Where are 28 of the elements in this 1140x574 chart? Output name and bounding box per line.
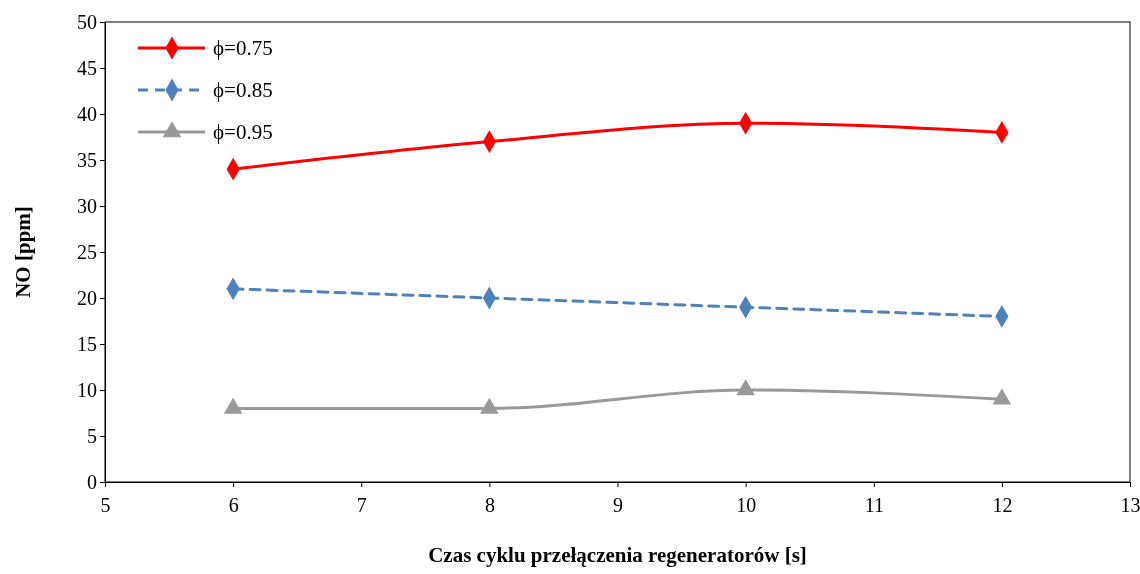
x-tick-label: 7 bbox=[356, 494, 367, 516]
y-tick-label: 50 bbox=[77, 10, 97, 33]
y-tick-label: 15 bbox=[77, 332, 97, 355]
x-tick-label: 12 bbox=[992, 494, 1013, 516]
y-tick-label: 40 bbox=[77, 102, 97, 125]
y-tick-label: 20 bbox=[77, 286, 97, 309]
x-tick-label: 8 bbox=[484, 494, 495, 516]
x-tick-label: 10 bbox=[736, 494, 757, 516]
y-tick-label: 35 bbox=[77, 148, 97, 171]
legend-label: ϕ=0.95 bbox=[213, 120, 273, 144]
y-tick-label: 30 bbox=[77, 194, 97, 217]
x-tick-label: 13 bbox=[1120, 494, 1140, 516]
x-tick-label: 6 bbox=[228, 494, 239, 516]
x-tick-label: 11 bbox=[864, 494, 884, 516]
point bbox=[736, 379, 755, 396]
point bbox=[992, 388, 1012, 405]
point bbox=[223, 397, 243, 414]
legend-label: ϕ=0.85 bbox=[213, 78, 273, 102]
y-tick-label: 0 bbox=[87, 470, 97, 493]
legend-label: ϕ=0.75 bbox=[213, 36, 273, 60]
x-axis-title: Czas cyklu przełączenia regeneratorów [s] bbox=[428, 543, 807, 567]
point bbox=[480, 397, 499, 414]
y-axis-title: NO [ppm] bbox=[11, 206, 35, 298]
y-tick-label: 45 bbox=[77, 56, 97, 79]
y-tick-label: 25 bbox=[77, 240, 97, 263]
x-tick-label: 9 bbox=[613, 494, 623, 516]
y-tick-label: 5 bbox=[87, 424, 97, 447]
y-tick-label: 10 bbox=[77, 378, 97, 401]
